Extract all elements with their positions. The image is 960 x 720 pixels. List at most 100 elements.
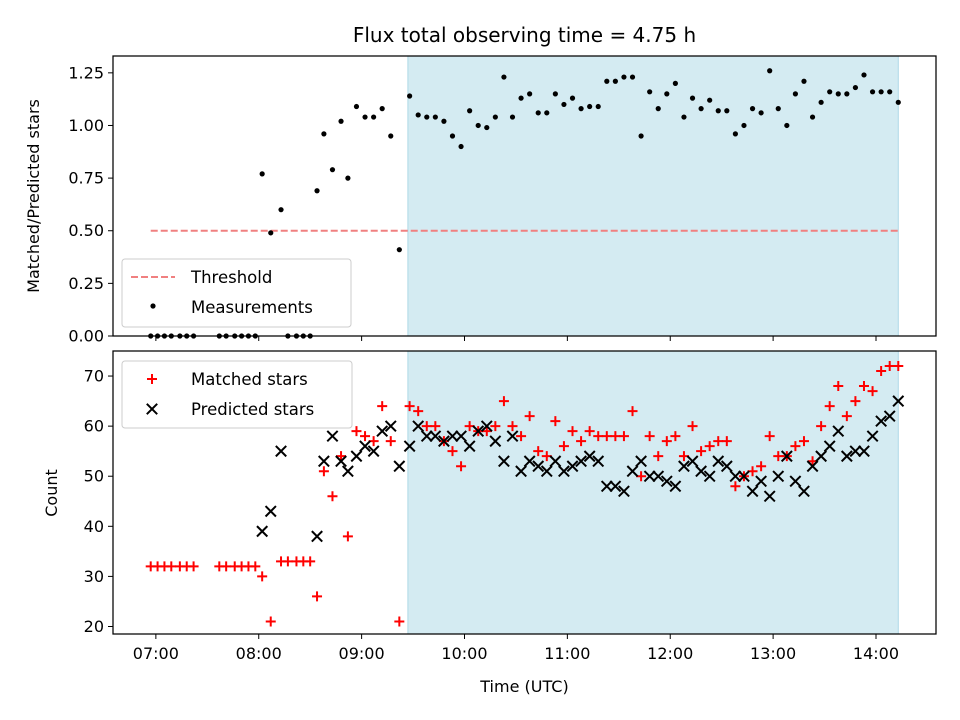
legend-predicted-label: Predicted stars	[191, 400, 314, 419]
top-y-tick-label: 1.00	[68, 116, 104, 135]
matched-star-point	[327, 491, 338, 502]
top-plot-frame	[112, 55, 937, 337]
predicted-star-point	[592, 455, 605, 468]
predicted-star-point	[317, 455, 330, 468]
predicted-star-point	[350, 450, 363, 463]
measurement-point	[552, 91, 558, 97]
measurement-point	[638, 133, 644, 139]
predicted-star-point	[858, 445, 870, 458]
top-y-tick-label: 0.50	[68, 221, 104, 240]
matched-star-point	[618, 431, 629, 442]
matched-star-point	[558, 441, 569, 452]
matched-star-point	[490, 421, 501, 432]
predicted-star-point	[429, 430, 442, 443]
predicted-star-point	[549, 455, 562, 468]
measurement-point	[544, 110, 550, 116]
measurement-point	[621, 74, 627, 80]
measurement-point	[518, 95, 524, 101]
matched-stars-series	[145, 361, 904, 627]
measurements-series	[148, 68, 901, 339]
predicted-star-point	[609, 480, 622, 493]
predicted-star-point	[738, 470, 750, 483]
top-y-axis-label: Matched/Predicted stars	[24, 99, 43, 293]
predicted-star-point	[540, 465, 553, 478]
predicted-star-point	[772, 470, 785, 483]
matched-star-point	[318, 466, 329, 477]
matched-star-point	[351, 426, 362, 437]
measurement-point	[835, 91, 841, 97]
matched-star-point	[404, 401, 415, 412]
matched-star-point	[858, 381, 869, 392]
measurement-point	[587, 103, 593, 110]
matched-star-point	[430, 421, 441, 432]
measurement-point	[509, 114, 516, 120]
measurement-point	[329, 167, 336, 173]
predicted-star-point	[264, 505, 277, 518]
predicted-star-point	[840, 450, 853, 463]
top-chart-title: Flux total observing time = 4.75 h	[353, 23, 696, 47]
measurement-point	[655, 106, 661, 112]
measurement-point	[895, 99, 901, 105]
measurement-point	[758, 110, 764, 116]
matched-star-point	[584, 426, 595, 437]
matched-star-point	[627, 406, 638, 417]
bottom-x-axis-label: Time (UTC)	[479, 677, 568, 696]
measurement-point	[484, 124, 490, 131]
predicted-star-point	[746, 485, 759, 498]
measurement-point	[314, 188, 320, 194]
predicted-star-point	[635, 455, 647, 468]
matched-star-point	[166, 561, 177, 572]
measurement-point	[887, 89, 893, 95]
measurement-point	[861, 72, 867, 78]
predicted-star-point	[463, 440, 476, 453]
predicted-star-point	[729, 470, 742, 483]
matched-star-point	[498, 396, 509, 407]
measurement-point	[475, 122, 481, 129]
predicted-star-point	[806, 460, 819, 473]
top-panel: Flux total observing time = 4.75 h Match…	[24, 23, 937, 346]
measurement-point	[715, 108, 721, 114]
predicted-star-point	[341, 465, 354, 478]
matched-star-point	[567, 426, 578, 437]
predicted-star-point	[438, 435, 450, 448]
matched-star-point	[713, 436, 724, 447]
predicted-star-point	[446, 430, 459, 443]
matched-star-point	[447, 446, 458, 457]
measurement-point	[379, 106, 385, 112]
bottom-plot-frame	[112, 350, 937, 635]
predicted-star-point	[678, 460, 690, 473]
predicted-star-point	[393, 460, 406, 473]
legend-predicted-swatch	[146, 403, 158, 415]
measurement-point	[371, 114, 377, 120]
predicted-star-point	[720, 460, 733, 473]
predicted-star-point	[523, 455, 536, 468]
measurement-point	[647, 89, 653, 95]
predicted-star-point	[815, 450, 828, 463]
measurement-point	[388, 133, 394, 139]
measurement-point	[345, 175, 351, 181]
matched-star-point	[456, 461, 467, 472]
predicted-star-point	[412, 420, 425, 433]
measurement-point	[259, 171, 265, 177]
measurement-point	[689, 95, 696, 101]
matched-star-point	[798, 436, 809, 447]
matched-star-point	[250, 561, 261, 572]
matched-star-point	[394, 616, 405, 627]
measurement-point	[707, 97, 713, 103]
measurement-point	[362, 114, 368, 120]
matched-star-point	[533, 446, 544, 457]
legend-threshold-label: Threshold	[190, 268, 272, 287]
matched-star-point	[773, 451, 784, 462]
matched-star-point	[661, 436, 672, 447]
predicted-star-point	[498, 455, 510, 468]
predicted-star-point	[480, 420, 493, 433]
matched-star-point	[265, 616, 276, 627]
top-y-tick-label: 0.75	[68, 169, 104, 188]
measurement-point	[698, 106, 704, 112]
matched-star-point	[721, 436, 732, 447]
bottom-panel: Count Time (UTC) 20 30 40 50 60 70 07:00 08:00 0…	[42, 350, 937, 696]
matched-star-point	[696, 446, 707, 457]
predicted-stars-series	[256, 395, 905, 543]
measurement-point	[869, 89, 876, 95]
measurement-point	[827, 89, 833, 95]
